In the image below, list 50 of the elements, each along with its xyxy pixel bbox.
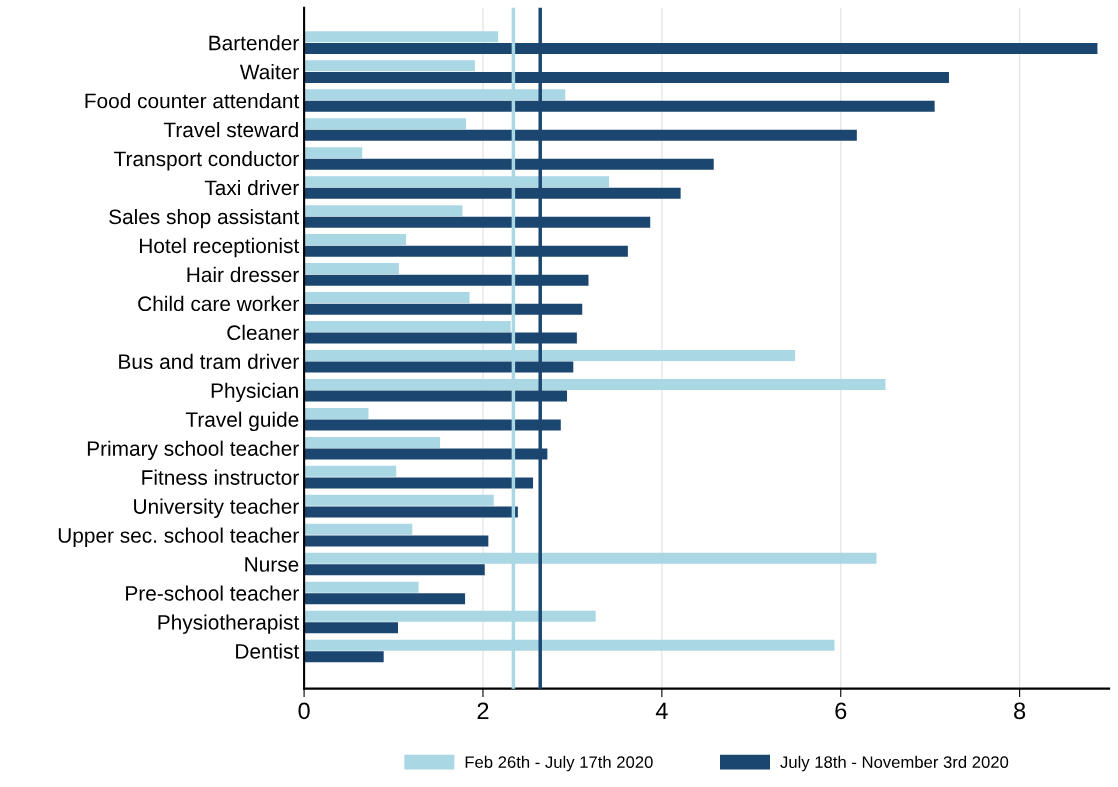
y-tick-label: Taxi driver [204, 179, 299, 196]
bar [304, 535, 489, 547]
bar [304, 292, 470, 304]
y-tick-label: Primary school teacher [87, 440, 299, 461]
y-tick-label: Upper sec. school teacher [58, 527, 299, 547]
bar [304, 31, 499, 43]
x-tick-label: 0 [298, 702, 310, 720]
y-tick-label: Physician [211, 382, 298, 403]
bar [304, 263, 399, 275]
bar [304, 147, 363, 159]
y-tick-label: Child care worker [138, 295, 299, 312]
bar [304, 494, 494, 506]
y-tick-label: Food counter attendant [85, 93, 300, 109]
x-tick-label: 4 [655, 702, 668, 719]
y-tick-label: Waiter [239, 64, 299, 80]
y-tick-label: Hotel receptionist [139, 237, 300, 258]
bar [304, 407, 369, 419]
y-tick-label: Bartender [209, 35, 299, 51]
bar [304, 234, 407, 246]
y-tick-label: Cleaner [227, 324, 299, 341]
y-tick-label: Physiotherapist [158, 614, 300, 634]
y-tick-label: Sales shop assistant [109, 208, 300, 229]
y-tick-label: Travel steward [163, 121, 298, 138]
bar [304, 523, 413, 535]
bar [304, 593, 466, 605]
bar [304, 581, 419, 593]
x-tick-label: 6 [835, 702, 847, 720]
legend-label: Feb 26th - July 17th 2020 [465, 755, 653, 772]
bar [304, 436, 441, 448]
y-tick-label: Nurse [245, 557, 299, 572]
y-tick-label: Bus and tram driver [119, 353, 299, 370]
y-tick-label: Transport conductor [114, 150, 299, 171]
y-tick-label: Fitness instructor [142, 469, 299, 485]
y-tick-label: Travel guide [185, 411, 299, 432]
legend-label: July 18th - November 3rd 2020 [780, 755, 1009, 772]
bar [304, 564, 485, 576]
x-tick-label: 8 [1014, 702, 1026, 720]
bar [304, 651, 384, 663]
bar [304, 477, 534, 489]
y-tick-label: University teacher [134, 498, 299, 518]
bar [304, 60, 475, 72]
y-tick-label: Hair dresser [187, 266, 299, 283]
bar [304, 622, 399, 634]
bar [304, 118, 466, 130]
x-tick-label: 2 [477, 702, 489, 719]
bar [304, 506, 518, 518]
bar [304, 465, 397, 477]
y-tick-label: Dentist [236, 643, 300, 659]
y-tick-label: Pre-school teacher [126, 585, 299, 601]
bar [304, 205, 463, 217]
